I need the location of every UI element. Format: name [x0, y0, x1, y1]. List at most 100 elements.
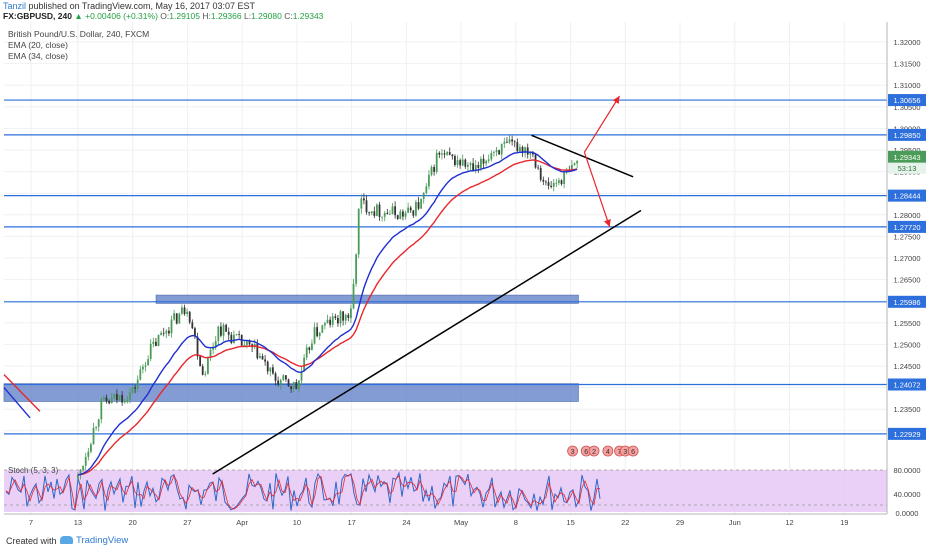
candle-body: [542, 179, 545, 182]
chart-background: [0, 22, 932, 532]
candle-body: [389, 213, 391, 215]
ohlc-high-label: H:: [202, 11, 211, 21]
candle-body: [472, 163, 475, 171]
candle-body: [162, 332, 165, 334]
ohlc-high-value: 1.29366: [210, 11, 242, 21]
candle-body: [342, 311, 345, 321]
candle-body: [443, 153, 446, 155]
candle-body: [490, 152, 493, 160]
legend-title: British Pound/U.S. Dollar, 240, FXCM: [8, 29, 149, 39]
candle-body: [464, 159, 467, 167]
stochastic-pane: [4, 469, 887, 512]
x-tick-label: 22: [621, 518, 629, 527]
candle-body: [352, 283, 355, 309]
candle-body: [420, 198, 423, 209]
candle-body: [152, 341, 155, 344]
horizontal-levels: [4, 99, 887, 435]
x-tick-label: Jun: [729, 518, 741, 527]
x-tick-label: 29: [676, 518, 684, 527]
candle-body: [100, 399, 103, 420]
candle-body: [178, 313, 181, 324]
x-tick-label: 13: [74, 518, 82, 527]
candle-body: [170, 319, 173, 334]
candle-body: [495, 150, 498, 153]
candle-body: [290, 386, 293, 390]
candle-body: [412, 210, 415, 216]
candle-body: [425, 186, 428, 193]
candle-body: [459, 160, 462, 166]
y-tick-label: 1.25500: [893, 319, 920, 328]
candle-body: [201, 366, 204, 375]
legend-stoch: Stoch (5, 3, 3): [8, 466, 59, 475]
author-link[interactable]: Tanzil: [3, 1, 27, 11]
last-price-text: 1.29343: [893, 153, 920, 162]
y-tick-label: 1.31000: [893, 81, 920, 90]
candle-body: [84, 456, 87, 466]
stoch-k-line: [5, 471, 601, 511]
candle-body: [209, 349, 212, 357]
ohlc-close: C:1.29343: [284, 11, 323, 21]
candle-body: [469, 163, 472, 165]
legend-ema20: EMA (20, close): [8, 40, 68, 50]
candle-body: [139, 369, 142, 380]
candle-body: [493, 152, 495, 153]
candle-body: [350, 308, 352, 318]
x-tick-label: 27: [183, 518, 191, 527]
candle-body: [331, 316, 334, 325]
stoch-band: [4, 470, 887, 512]
symbol-label[interactable]: FX:GBPUSD, 240: [3, 11, 72, 21]
tradingview-logo[interactable]: TradingView: [60, 535, 128, 546]
x-tick-label: 17: [347, 518, 355, 527]
candle-body: [344, 314, 347, 321]
published-text: published on TradingView.com, May 16, 20…: [28, 1, 256, 11]
level-price-text: 1.24072: [893, 380, 920, 389]
candle-body: [214, 340, 217, 347]
candle-body: [461, 159, 464, 166]
candle-body: [409, 207, 412, 211]
candle-body: [204, 373, 207, 375]
candle-body: [547, 182, 550, 186]
candle-body: [503, 141, 506, 144]
candle-body: [287, 379, 290, 387]
candle-body: [259, 356, 261, 359]
candle-body: [248, 341, 251, 345]
ohlc-open-label: O:: [160, 11, 170, 21]
event-marker-circle: [627, 445, 639, 457]
candle-body: [448, 152, 451, 155]
candle-body: [422, 192, 425, 199]
candle-body: [165, 330, 168, 334]
candle-body: [160, 332, 163, 336]
candle-body: [482, 158, 485, 164]
candle-body: [321, 325, 324, 333]
candle-body: [103, 397, 105, 400]
bullish-target-arrow: [583, 95, 621, 153]
ohlc-high: H:1.29366: [202, 11, 241, 21]
y-tick-label: 1.24500: [893, 362, 920, 371]
candle-body: [373, 211, 376, 216]
candle-body: [576, 160, 579, 164]
candle-body: [391, 206, 394, 214]
level-price-text: 1.22929: [893, 430, 920, 439]
candle-body: [511, 139, 514, 142]
event-marker-label: 4: [606, 449, 610, 456]
level-price-text: 1.30656: [893, 96, 920, 105]
candle-body: [222, 324, 225, 336]
candle-body: [269, 367, 272, 372]
candle-body: [220, 326, 222, 336]
candle-body: [347, 314, 350, 318]
ohlc-close-value: 1.29343: [292, 11, 324, 21]
x-tick-label: 7: [29, 518, 33, 527]
candle-body: [97, 419, 100, 427]
candle-body: [277, 380, 280, 385]
event-marker-label: 6: [584, 449, 588, 456]
candle-body: [558, 180, 560, 183]
candle-body: [303, 357, 306, 372]
legend: British Pound/U.S. Dollar, 240, FXCM EMA…: [8, 29, 149, 475]
candle-body: [196, 336, 199, 357]
candle-body: [235, 334, 238, 336]
candle-body: [90, 444, 92, 452]
candle-body: [256, 343, 259, 359]
